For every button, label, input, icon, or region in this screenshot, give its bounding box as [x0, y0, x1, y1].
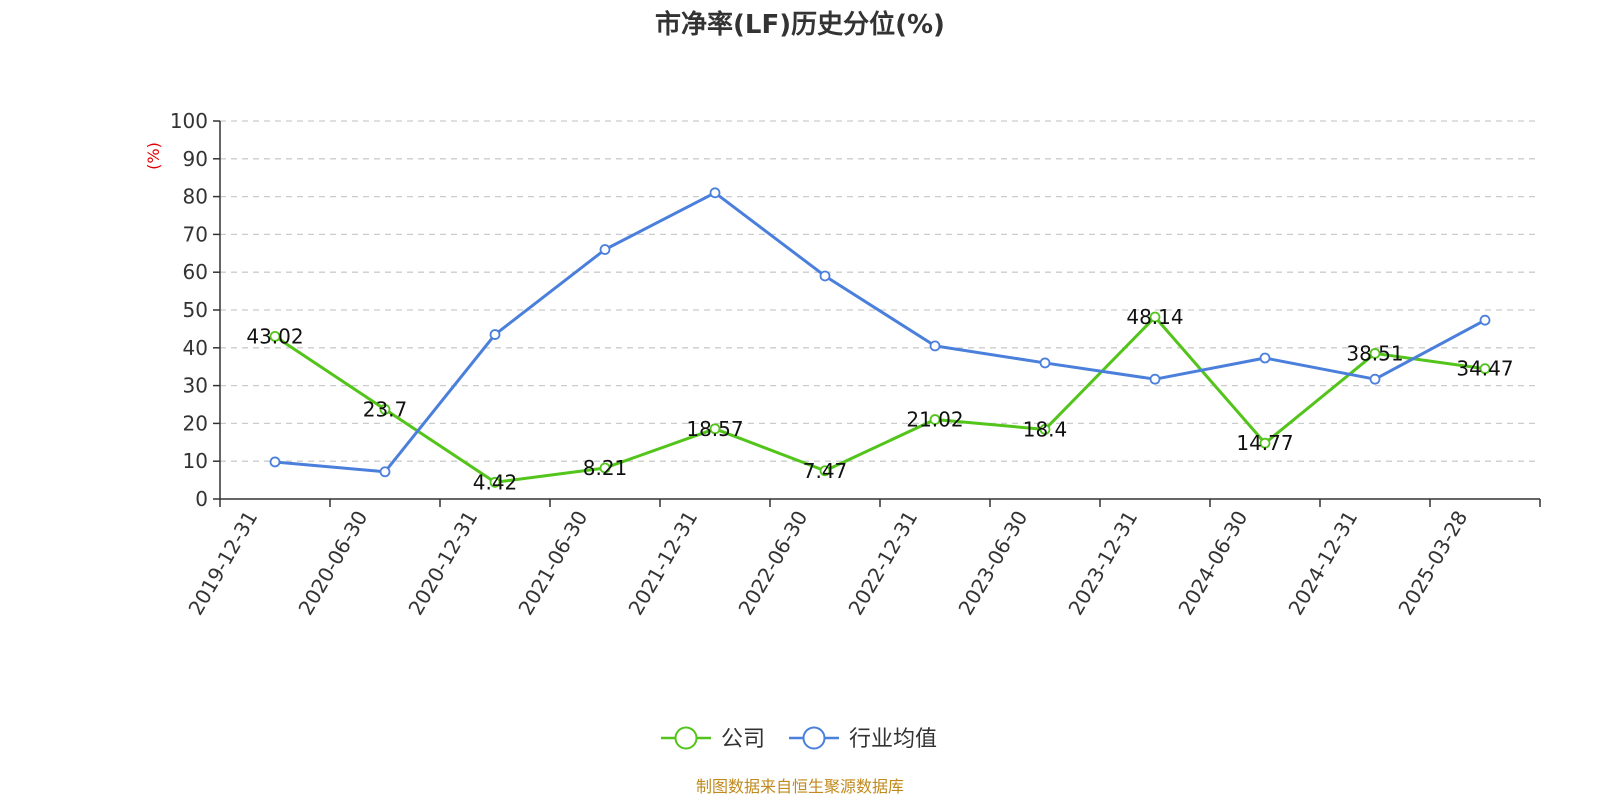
industry-average-point [819, 270, 831, 282]
company-data-label: 23.7 [363, 397, 408, 421]
y-tick-label: 80 [183, 185, 208, 209]
company-point [379, 404, 391, 415]
company-data-label: 4.42 [473, 470, 518, 494]
industry-average-point [599, 244, 611, 255]
company-data-label: 34.47 [1456, 357, 1513, 381]
y-tick-label: 10 [183, 449, 208, 473]
company-point [1039, 424, 1051, 435]
company-point [1369, 348, 1381, 359]
y-axis-unit: (%) [144, 142, 163, 170]
y-tick-label: 20 [183, 411, 208, 435]
x-tick-label: 2021-06-30 [513, 507, 592, 620]
company-data-label: 18.4 [1023, 417, 1068, 441]
gridlines [220, 120, 1540, 462]
company-data-label: 38.51 [1346, 341, 1403, 365]
y-tick-label: 100 [170, 109, 208, 133]
industry-average-point [269, 456, 281, 468]
x-tick-label: 2025-03-28 [1393, 507, 1472, 620]
legend-label: 公司 [721, 727, 765, 752]
industry-average-point [709, 187, 721, 199]
company-point [929, 414, 941, 425]
company-data-label: 43.02 [246, 324, 303, 348]
company-data-label: 8.21 [583, 456, 628, 480]
company-point [819, 465, 831, 477]
x-tick-label: 2020-12-31 [403, 507, 482, 620]
industry-average-point [1259, 352, 1271, 364]
y-tick-label: 60 [183, 260, 208, 284]
company-data-label: 18.57 [686, 417, 743, 441]
x-tick-label: 2019-12-31 [183, 507, 262, 620]
chart-title: 市净率(LF)历史分位(%) [655, 9, 945, 40]
industry-average-point [1479, 314, 1491, 326]
company-point [269, 330, 281, 342]
industry-average-point [929, 340, 941, 352]
company-point [599, 462, 611, 474]
company-point [489, 476, 501, 488]
industry-average-point [1149, 373, 1161, 385]
series-line-industry-average [274, 191, 1486, 474]
industry-average-point [489, 329, 501, 340]
legend-marker-icon [802, 726, 826, 750]
legend-item-industry-average[interactable]: 行业均值 [789, 726, 937, 752]
legend[interactable]: 公司 行业均值 [661, 726, 937, 752]
company-point [709, 423, 721, 435]
company-point [1149, 311, 1161, 323]
y-tick-label: 90 [183, 147, 208, 171]
axes: 0 10 20 30 40 50 60 70 80 90 100 2019-12-31 2020-06-… [170, 109, 1541, 620]
company-data-label: 7.47 [803, 459, 848, 483]
company-data-label: 48.14 [1126, 305, 1183, 329]
x-tick-label: 2024-06-30 [1173, 507, 1252, 620]
source-note: 制图数据来自恒生聚源数据库 [696, 777, 904, 796]
y-tick-label: 30 [183, 374, 208, 398]
legend-item-company[interactable]: 公司 [661, 726, 765, 752]
x-tick-label: 2020-06-30 [293, 507, 372, 620]
company-data-label: 14.77 [1236, 431, 1293, 455]
x-tick-label: 2023-06-30 [953, 507, 1032, 620]
x-tick-label: 2022-12-31 [843, 507, 922, 620]
series-line-company [274, 315, 1486, 484]
x-tick-label: 2021-12-31 [623, 507, 702, 620]
industry-average-point [379, 466, 391, 478]
company-point [1479, 363, 1491, 375]
legend-label: 行业均值 [849, 727, 937, 752]
x-tick-label: 2024-12-31 [1283, 507, 1362, 620]
company-point [1259, 437, 1271, 449]
industry-average-point [1369, 373, 1381, 385]
y-tick-label: 0 [195, 487, 208, 511]
company-data-label: 21.02 [906, 408, 963, 432]
y-tick-label: 50 [183, 298, 208, 322]
y-tick-label: 40 [183, 336, 208, 360]
x-tick-label: 2022-06-30 [733, 507, 812, 620]
x-tick-label: 2023-12-31 [1063, 507, 1142, 620]
legend-marker-icon [674, 726, 698, 750]
y-tick-label: 70 [183, 222, 208, 246]
data-labels: 43.02 23.7 4.42 8.21 18.57 7.47 21.02 18.4 48.14… [246, 305, 1513, 494]
industry-average-point [1039, 357, 1051, 369]
series-lines [269, 187, 1491, 488]
